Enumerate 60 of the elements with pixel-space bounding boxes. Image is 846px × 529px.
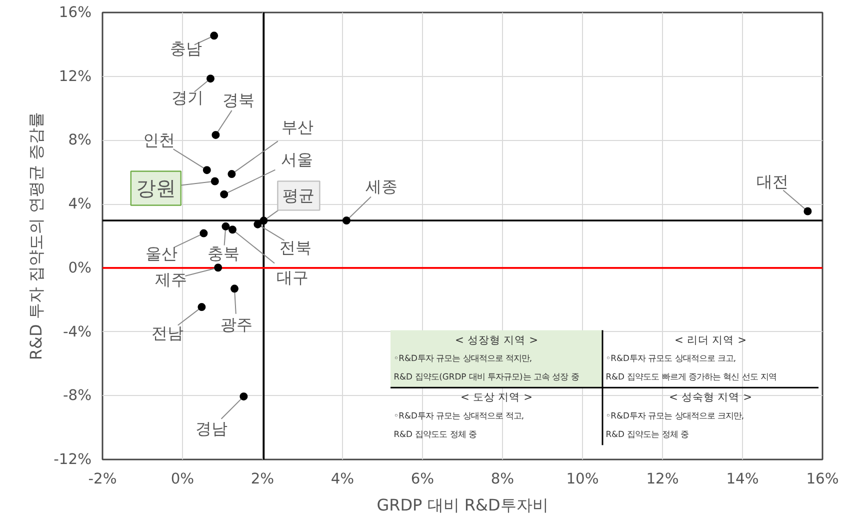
y-tick-label: 8%: [68, 132, 92, 149]
annotation: 광주: [220, 315, 252, 334]
x-tick-label: 12%: [646, 470, 679, 488]
x-tick-label: 4%: [330, 470, 354, 488]
point: [214, 264, 222, 272]
point: [228, 226, 236, 234]
annotation: 울산: [146, 244, 178, 263]
point: [210, 32, 218, 40]
y-tick-label: 0%: [68, 259, 92, 276]
annotation: 평균: [282, 186, 315, 206]
annotation: 충북: [208, 244, 240, 263]
x-axis-title: GRDP 대비 R&D투자비: [376, 496, 548, 514]
annotation: 세종: [366, 177, 398, 196]
point: [212, 130, 220, 139]
point: [220, 190, 228, 198]
y-tick-label: -8%: [62, 387, 92, 404]
point: [202, 166, 211, 174]
point: [804, 207, 812, 216]
x-tick-label: 2%: [250, 470, 274, 488]
annotation: 대전: [756, 172, 789, 191]
annotation: 전남: [152, 324, 184, 343]
annotation: 강원: [136, 176, 176, 200]
x-tick-label: 14%: [726, 470, 759, 488]
annotation: < 리더 지역 > ◦R&D투자 규모도 상대적으로 크고, R&D 집약도도 빠르게 증가하는 혁신 선도 지역: [606, 333, 776, 382]
annotation: 전북: [280, 238, 312, 257]
point: [254, 220, 262, 228]
point: [198, 303, 206, 312]
x-tick-label: -2%: [88, 470, 117, 488]
y-tick-label: 16%: [58, 4, 92, 21]
point: [222, 222, 230, 230]
point: [210, 177, 219, 186]
point: [342, 216, 350, 225]
y-tick-label: 4%: [68, 196, 92, 213]
annotation: < 성숙형 지역 > ◦R&D투자 규모는 상대적으로 크지만, R&D 집약도는 정체 중: [606, 390, 752, 439]
x-tick-label: 0%: [170, 470, 194, 488]
y-tick-label: -4%: [62, 323, 92, 340]
point: [230, 284, 238, 293]
x-tick-label: 16%: [806, 470, 839, 488]
annotation: 경남: [196, 418, 228, 438]
annotation: 서울: [281, 150, 314, 169]
annotation: 경기: [172, 88, 204, 108]
x-tick-label: 10%: [566, 470, 599, 488]
x-tick-label: 6%: [410, 470, 434, 488]
point: [240, 392, 248, 400]
y-axis-title: R&D 투자 집약도의 연평균 증감률: [26, 112, 46, 360]
annotation: 제주: [155, 270, 188, 290]
y-tick-label: 12%: [58, 68, 92, 85]
point: [260, 216, 268, 225]
annotation: 충남: [170, 39, 202, 58]
point: [228, 170, 236, 178]
annotation: 대구: [276, 268, 308, 288]
point: [200, 229, 208, 238]
point: [206, 74, 214, 83]
x-tick-label: 8%: [490, 470, 514, 488]
annotation: 인천: [142, 130, 175, 150]
annotation: 경북: [222, 90, 255, 110]
annotation: < 도상 지역 > ◦R&D투자 규모는 상대적으로 적고, R&D 집약도도 정체 중: [394, 390, 533, 439]
y-tick-label: -12%: [54, 451, 92, 468]
annotation: 부산: [282, 118, 314, 137]
annotation: < 성장형 지역 > ◦R&D투자 규모는 상대적으로 적지만, R&D 집약도(GRDP 대비 투자규모)는 고속 성장 중: [394, 333, 579, 382]
